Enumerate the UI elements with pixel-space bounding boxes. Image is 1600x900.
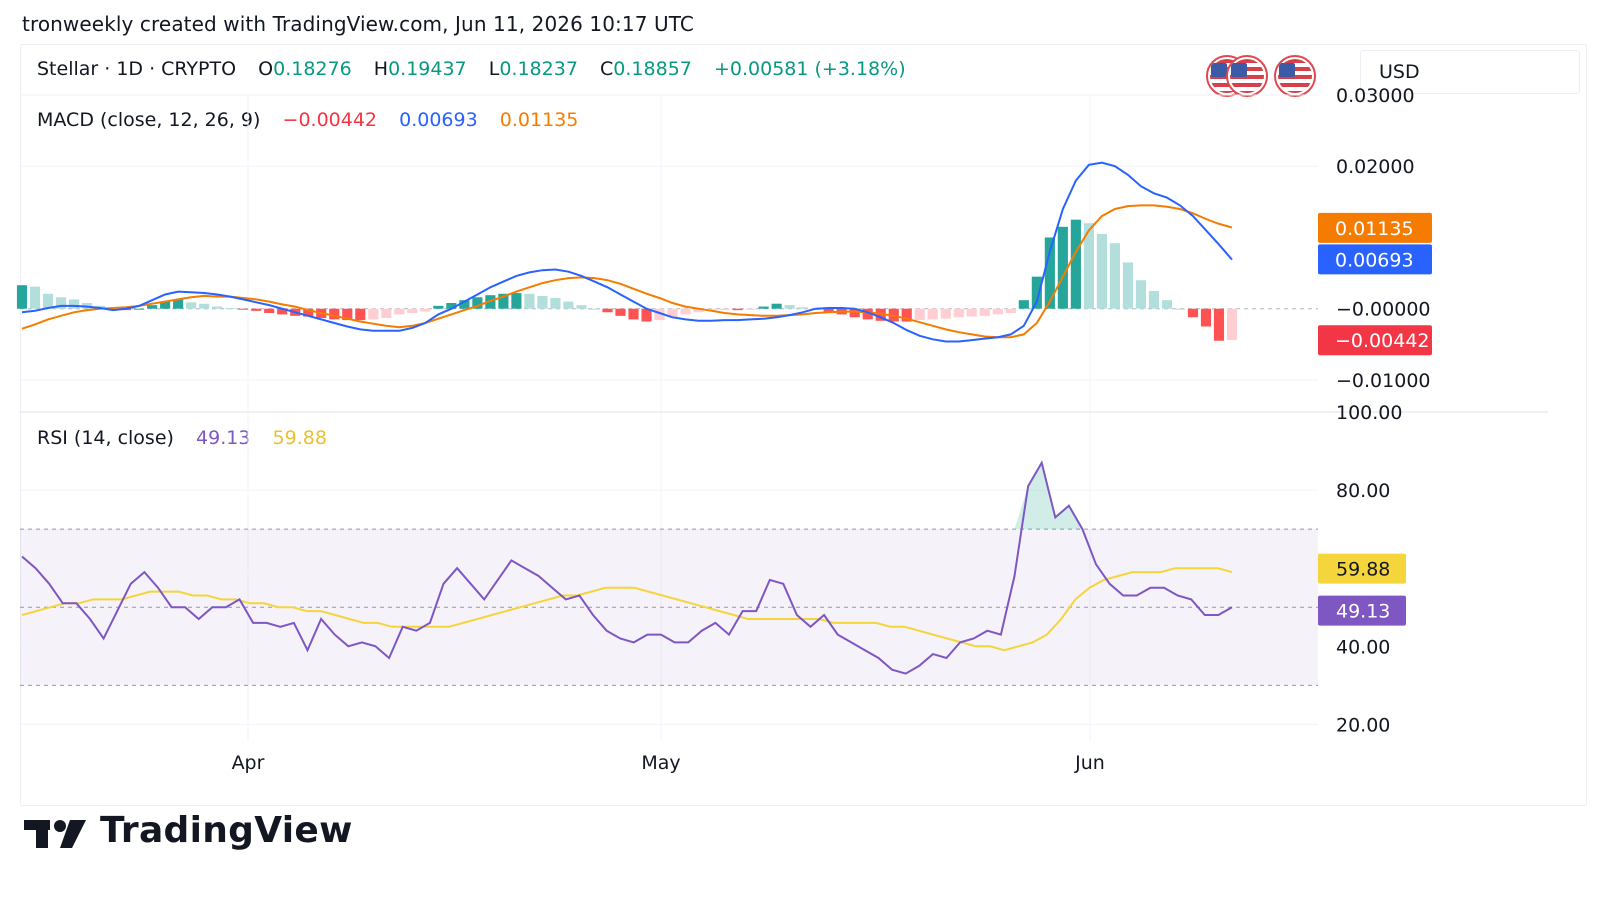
- us-flag-icon[interactable]: [1274, 55, 1316, 97]
- rsi-title: RSI (14, close): [37, 427, 174, 449]
- low-label: L: [488, 58, 500, 80]
- chart-frame: [20, 44, 1587, 806]
- macd-hist-value: −0.00442: [282, 109, 378, 131]
- macd-line-value: 0.00693: [399, 109, 478, 131]
- symbol-title[interactable]: Stellar · 1D · CRYPTO: [37, 58, 237, 80]
- tradingview-logo-icon: [24, 820, 86, 848]
- open-label: O: [258, 58, 274, 80]
- macd-signal-value: 0.01135: [499, 109, 579, 131]
- symbol-header[interactable]: Stellar · 1D · CRYPTO O0.18276 H0.19437 …: [37, 58, 906, 80]
- rsi-ma-value: 59.88: [272, 427, 327, 449]
- currency-label: USD: [1379, 61, 1420, 83]
- close-value: 0.18857: [613, 58, 692, 80]
- macd-title: MACD (close, 12, 26, 9): [37, 109, 261, 131]
- brand-wordmark: TradingView: [100, 810, 353, 851]
- us-flag-icon[interactable]: [1226, 55, 1268, 97]
- currency-selector[interactable]: USD: [1360, 50, 1580, 94]
- high-label: H: [373, 58, 389, 80]
- price-change: +0.00581 (+3.18%): [713, 58, 906, 80]
- low-value: 0.18237: [499, 58, 578, 80]
- chart-caption: tronweekly created with TradingView.com,…: [22, 12, 694, 36]
- close-label: C: [600, 58, 614, 80]
- rsi-legend[interactable]: RSI (14, close) 49.13 59.88: [37, 427, 327, 449]
- macd-legend[interactable]: MACD (close, 12, 26, 9) −0.00442 0.00693…: [37, 109, 578, 131]
- rsi-value: 49.13: [196, 427, 251, 449]
- high-value: 0.19437: [388, 58, 467, 80]
- open-value: 0.18276: [273, 58, 352, 80]
